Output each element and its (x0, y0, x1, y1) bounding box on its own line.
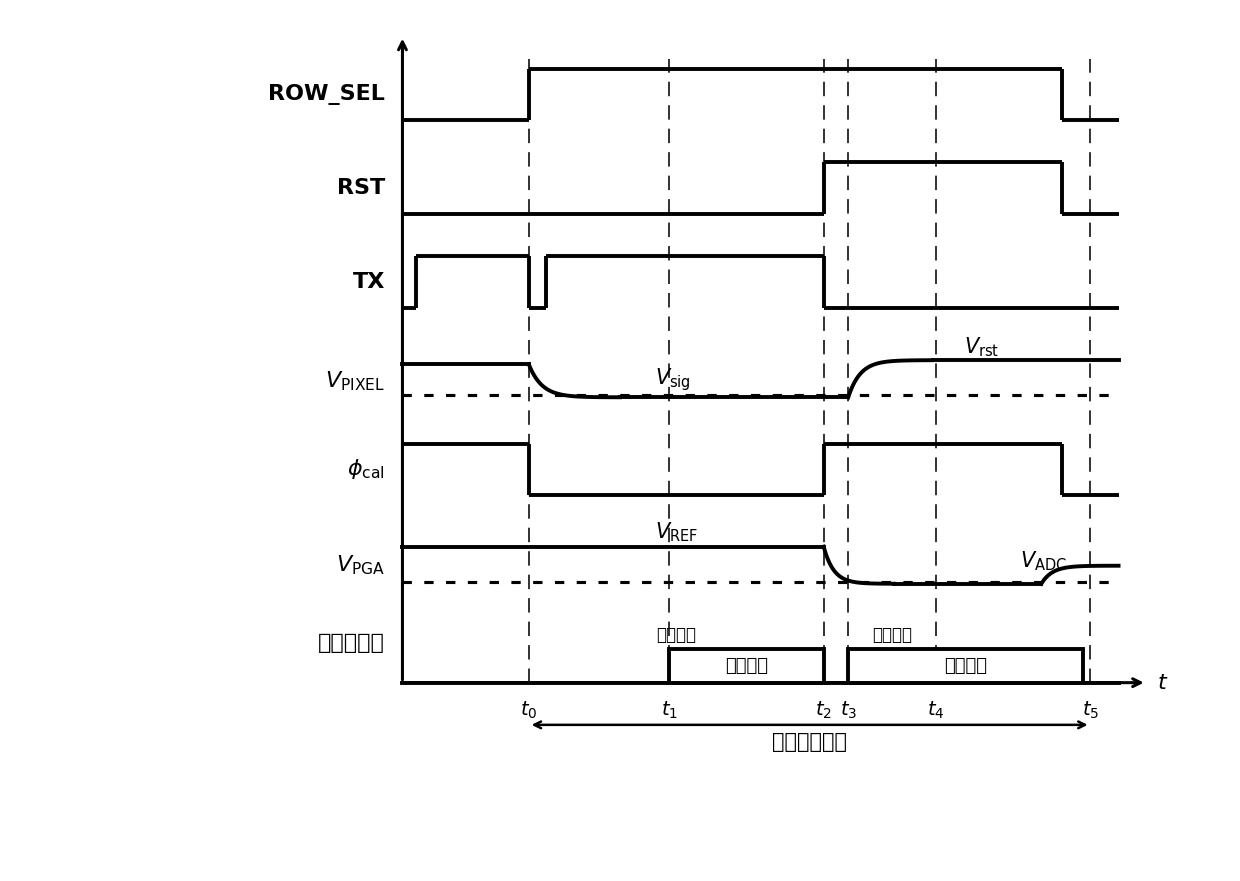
Text: $t_3$: $t_3$ (839, 700, 857, 721)
Text: $V_{\rm PIXEL}$: $V_{\rm PIXEL}$ (325, 369, 384, 393)
Text: RST: RST (336, 178, 384, 198)
Text: $V_{\rm ADC}$: $V_{\rm ADC}$ (1021, 549, 1068, 573)
Text: $t$: $t$ (1157, 673, 1168, 692)
Text: $\phi_{\rm cal}$: $\phi_{\rm cal}$ (347, 457, 384, 481)
Text: $t_0$: $t_0$ (520, 700, 537, 721)
Bar (848, 649, 1084, 683)
Text: $V_{\rm REF}$: $V_{\rm REF}$ (655, 520, 698, 544)
Text: 模数采样: 模数采样 (656, 626, 696, 643)
Text: 模数转换: 模数转换 (725, 657, 768, 675)
Text: 模数转换器: 模数转换器 (317, 633, 384, 653)
Text: $t_1$: $t_1$ (661, 700, 678, 721)
Text: TX: TX (352, 272, 384, 292)
Text: ROW_SEL: ROW_SEL (268, 84, 384, 105)
Text: $t_2$: $t_2$ (815, 700, 832, 721)
Text: 一行转换时间: 一行转换时间 (773, 732, 847, 752)
Text: $t_5$: $t_5$ (1081, 700, 1099, 721)
Text: $V_{\rm rst}$: $V_{\rm rst}$ (965, 336, 999, 359)
Bar (670, 649, 823, 683)
Text: 模数采样: 模数采样 (872, 626, 913, 643)
Text: $V_{\rm sig}$: $V_{\rm sig}$ (655, 366, 691, 393)
Text: 模数转换: 模数转换 (945, 657, 987, 675)
Text: $t_4$: $t_4$ (928, 700, 945, 721)
Text: $V_{\rm PGA}$: $V_{\rm PGA}$ (336, 553, 384, 577)
